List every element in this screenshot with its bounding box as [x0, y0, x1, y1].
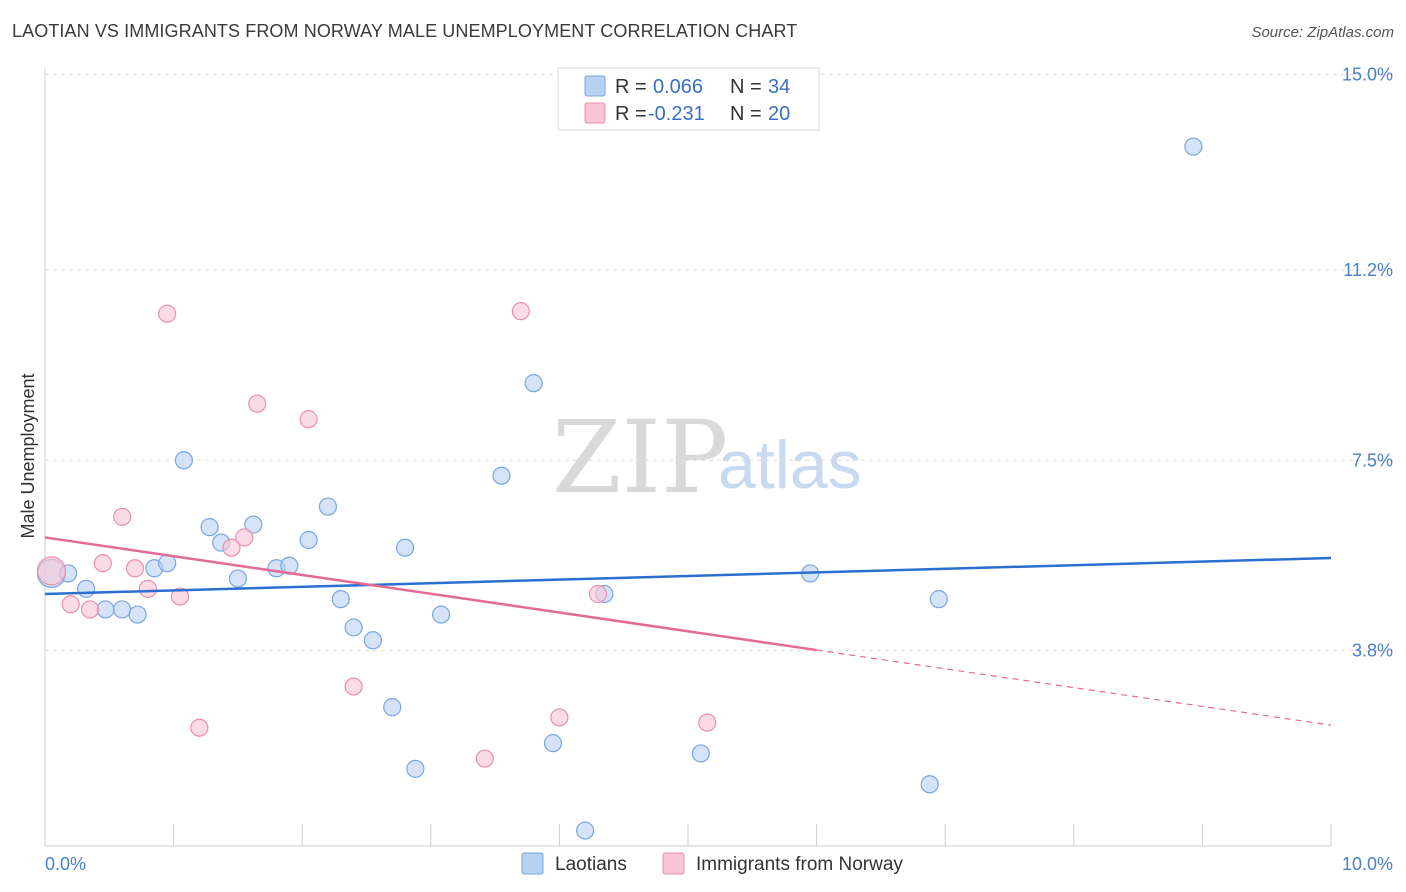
x-tick-label-min: 0.0% [45, 854, 86, 874]
norway-point [113, 507, 132, 526]
legend-swatch-norway [584, 102, 606, 124]
y-tick-label: 15.0% [1342, 65, 1393, 85]
y-axis-label: Male Unemployment [18, 373, 38, 538]
norway-point [222, 538, 241, 557]
laotian-point [174, 451, 193, 470]
norway-point [36, 556, 67, 586]
laotian-point [244, 515, 263, 534]
laotian-point [331, 590, 350, 609]
laotian-point [128, 605, 147, 624]
legend-r-label: R = [615, 76, 647, 98]
norway-point [511, 302, 530, 321]
laotian-point [344, 618, 363, 637]
laotian-point [96, 600, 115, 619]
laotian-point [383, 698, 402, 717]
laotian-point [77, 579, 96, 598]
watermark-atlas: atlas [718, 427, 862, 503]
trend-line-norway-extrapolated [816, 649, 1332, 726]
legend-n-value: 20 [768, 103, 790, 125]
x-tick-label-max: 10.0% [1342, 854, 1393, 874]
legend-n-label: N = [730, 103, 762, 125]
norway-point [299, 410, 318, 429]
legend-n-value: 34 [768, 76, 790, 98]
laotian-point [395, 538, 415, 557]
legend-n-label: N = [730, 76, 762, 98]
norway-point [61, 595, 80, 614]
laotian-point [929, 590, 948, 609]
bottom-legend-swatch-norway [662, 852, 685, 875]
norway-point [235, 528, 254, 547]
trend-line-norway [44, 536, 817, 652]
legend-r-value: 0.066 [653, 76, 703, 98]
norway-point [588, 584, 608, 604]
norway-point [475, 749, 494, 768]
norway-point [190, 718, 209, 737]
chart-title: LAOTIAN VS IMMIGRANTS FROM NORWAY MALE U… [12, 21, 798, 41]
series-legend: Laotians Immigrants from Norway [521, 852, 903, 875]
x-tick-marks [44, 824, 1332, 846]
y-tick-label: 7.5% [1352, 450, 1393, 470]
norway-point [80, 600, 100, 619]
norway-point [170, 587, 190, 606]
trend-lines [44, 536, 1332, 726]
y-tick-labels: 3.8% 7.5% 11.2% 15.0% [1342, 65, 1393, 661]
watermark-zip: ZIP [552, 399, 728, 516]
laotian-point [920, 775, 939, 794]
data-points [36, 137, 1203, 840]
legend-swatch-laotians [584, 75, 606, 97]
norway-point [158, 304, 177, 323]
legend-r-value: -0.231 [648, 103, 705, 125]
laotian-point [113, 600, 132, 619]
norway-point [93, 554, 112, 573]
laotian-point [363, 631, 383, 650]
y-tick-label: 11.2% [1343, 260, 1393, 280]
norway-point [138, 579, 157, 598]
laotian-point [431, 605, 451, 624]
laotian-point [543, 734, 563, 753]
laotian-point [691, 744, 710, 763]
norway-point [550, 708, 569, 727]
y-tick-label: 3.8% [1352, 641, 1393, 661]
norway-point [698, 713, 717, 732]
gridlines [45, 74, 1393, 652]
laotian-point [228, 569, 247, 588]
laotian-point [299, 530, 318, 550]
laotian-point [200, 518, 219, 537]
bottom-legend-laotians: Laotians [555, 854, 627, 875]
norway-point [125, 559, 145, 578]
bottom-legend-norway: Immigrants from Norway [696, 854, 903, 875]
norway-point [344, 677, 363, 696]
source-label: Source: ZipAtlas.com [1251, 24, 1394, 41]
norway-point [248, 394, 267, 413]
laotian-point [576, 821, 595, 840]
laotian-point [406, 759, 425, 778]
bottom-legend-swatch-laotians [521, 852, 544, 875]
laotian-point [524, 374, 543, 393]
correlation-legend: R = 0.066 N = 34 R = -0.231 N = 20 [557, 67, 820, 131]
laotian-point [1184, 137, 1203, 156]
trend-line-laotians [44, 556, 1332, 596]
legend-r-label: R = [615, 103, 647, 125]
laotian-point [492, 466, 511, 485]
laotian-point [318, 497, 338, 516]
